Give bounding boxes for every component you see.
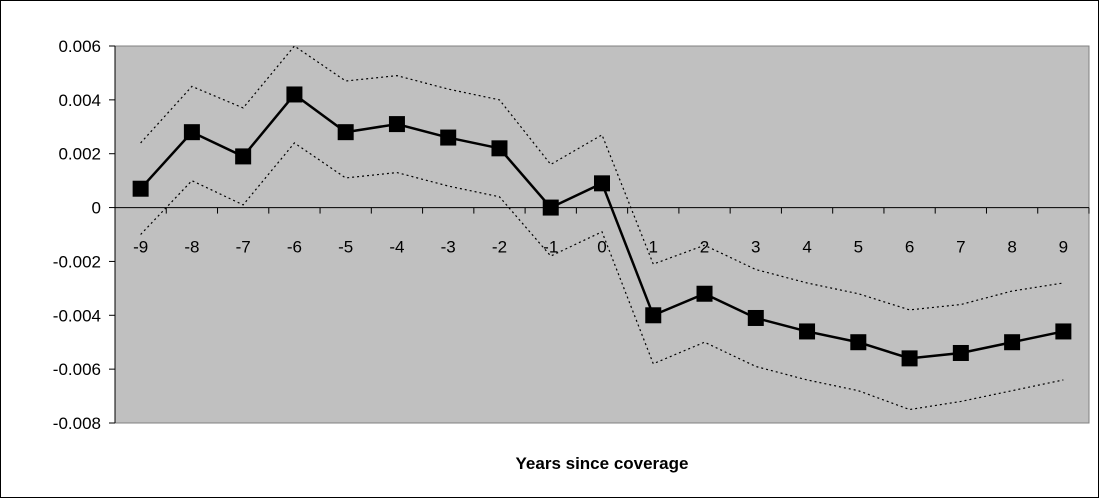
data-point-marker [440,129,457,146]
data-point-marker [594,175,610,192]
data-point-marker [1055,323,1072,340]
data-point-marker [235,148,252,165]
x-tick-label: -1 [543,238,558,257]
x-tick-label: 5 [854,238,863,257]
x-axis-title: Years since coverage [516,454,689,473]
x-tick-label: 6 [905,238,914,257]
axes [109,45,1090,424]
x-tick-label: -9 [133,238,148,257]
data-point-marker [747,309,764,326]
x-tick-label: -2 [492,238,507,257]
y-tick-label: -0.008 [53,414,101,433]
plot-area [114,45,1090,424]
x-tick-label: -5 [338,238,353,257]
y-tick-label: 0.006 [58,37,101,56]
data-point-marker [952,344,969,361]
tick-labels: 0.006 0.004 0.002 0 -0.002 -0.004 -0.006 -0.008… [53,37,1068,433]
data-point-marker [1004,334,1021,351]
x-tick-label: 9 [1059,238,1068,257]
x-tick-label: -8 [184,238,199,257]
data-point-marker [132,180,149,197]
data-point-marker [901,350,918,367]
data-point-marker [850,334,867,351]
x-tick-label: 4 [802,238,811,257]
y-tick-label: 0 [92,199,101,218]
x-tick-label: -4 [389,238,404,257]
y-tick-label: 0.004 [58,91,101,110]
y-tick-label: -0.004 [53,306,101,325]
series-layer [132,45,1072,411]
x-tick-label: -7 [236,238,251,257]
data-point-marker [696,285,713,302]
x-tick-label: 3 [751,238,760,257]
x-tick-label: 0 [597,238,606,257]
x-tick-label: 7 [956,238,965,257]
data-point-marker [799,323,816,340]
x-tick-label: -3 [441,238,456,257]
data-point-marker [286,86,303,103]
data-point-marker [645,307,662,324]
data-point-marker [491,140,508,157]
x-tick-label: 2 [700,238,709,257]
series-line-lower-bound [140,142,1064,411]
x-tick-label: 1 [649,238,658,257]
y-tick-label: 0.002 [58,145,101,164]
y-tick-label: -0.002 [53,252,101,271]
x-tick-label: -6 [287,238,302,257]
data-point-marker [388,116,405,133]
data-point-marker [183,124,200,141]
data-point-marker [337,124,354,141]
x-tick-label: 8 [1007,238,1016,257]
y-tick-label: -0.006 [53,360,101,379]
data-point-marker [542,199,559,216]
